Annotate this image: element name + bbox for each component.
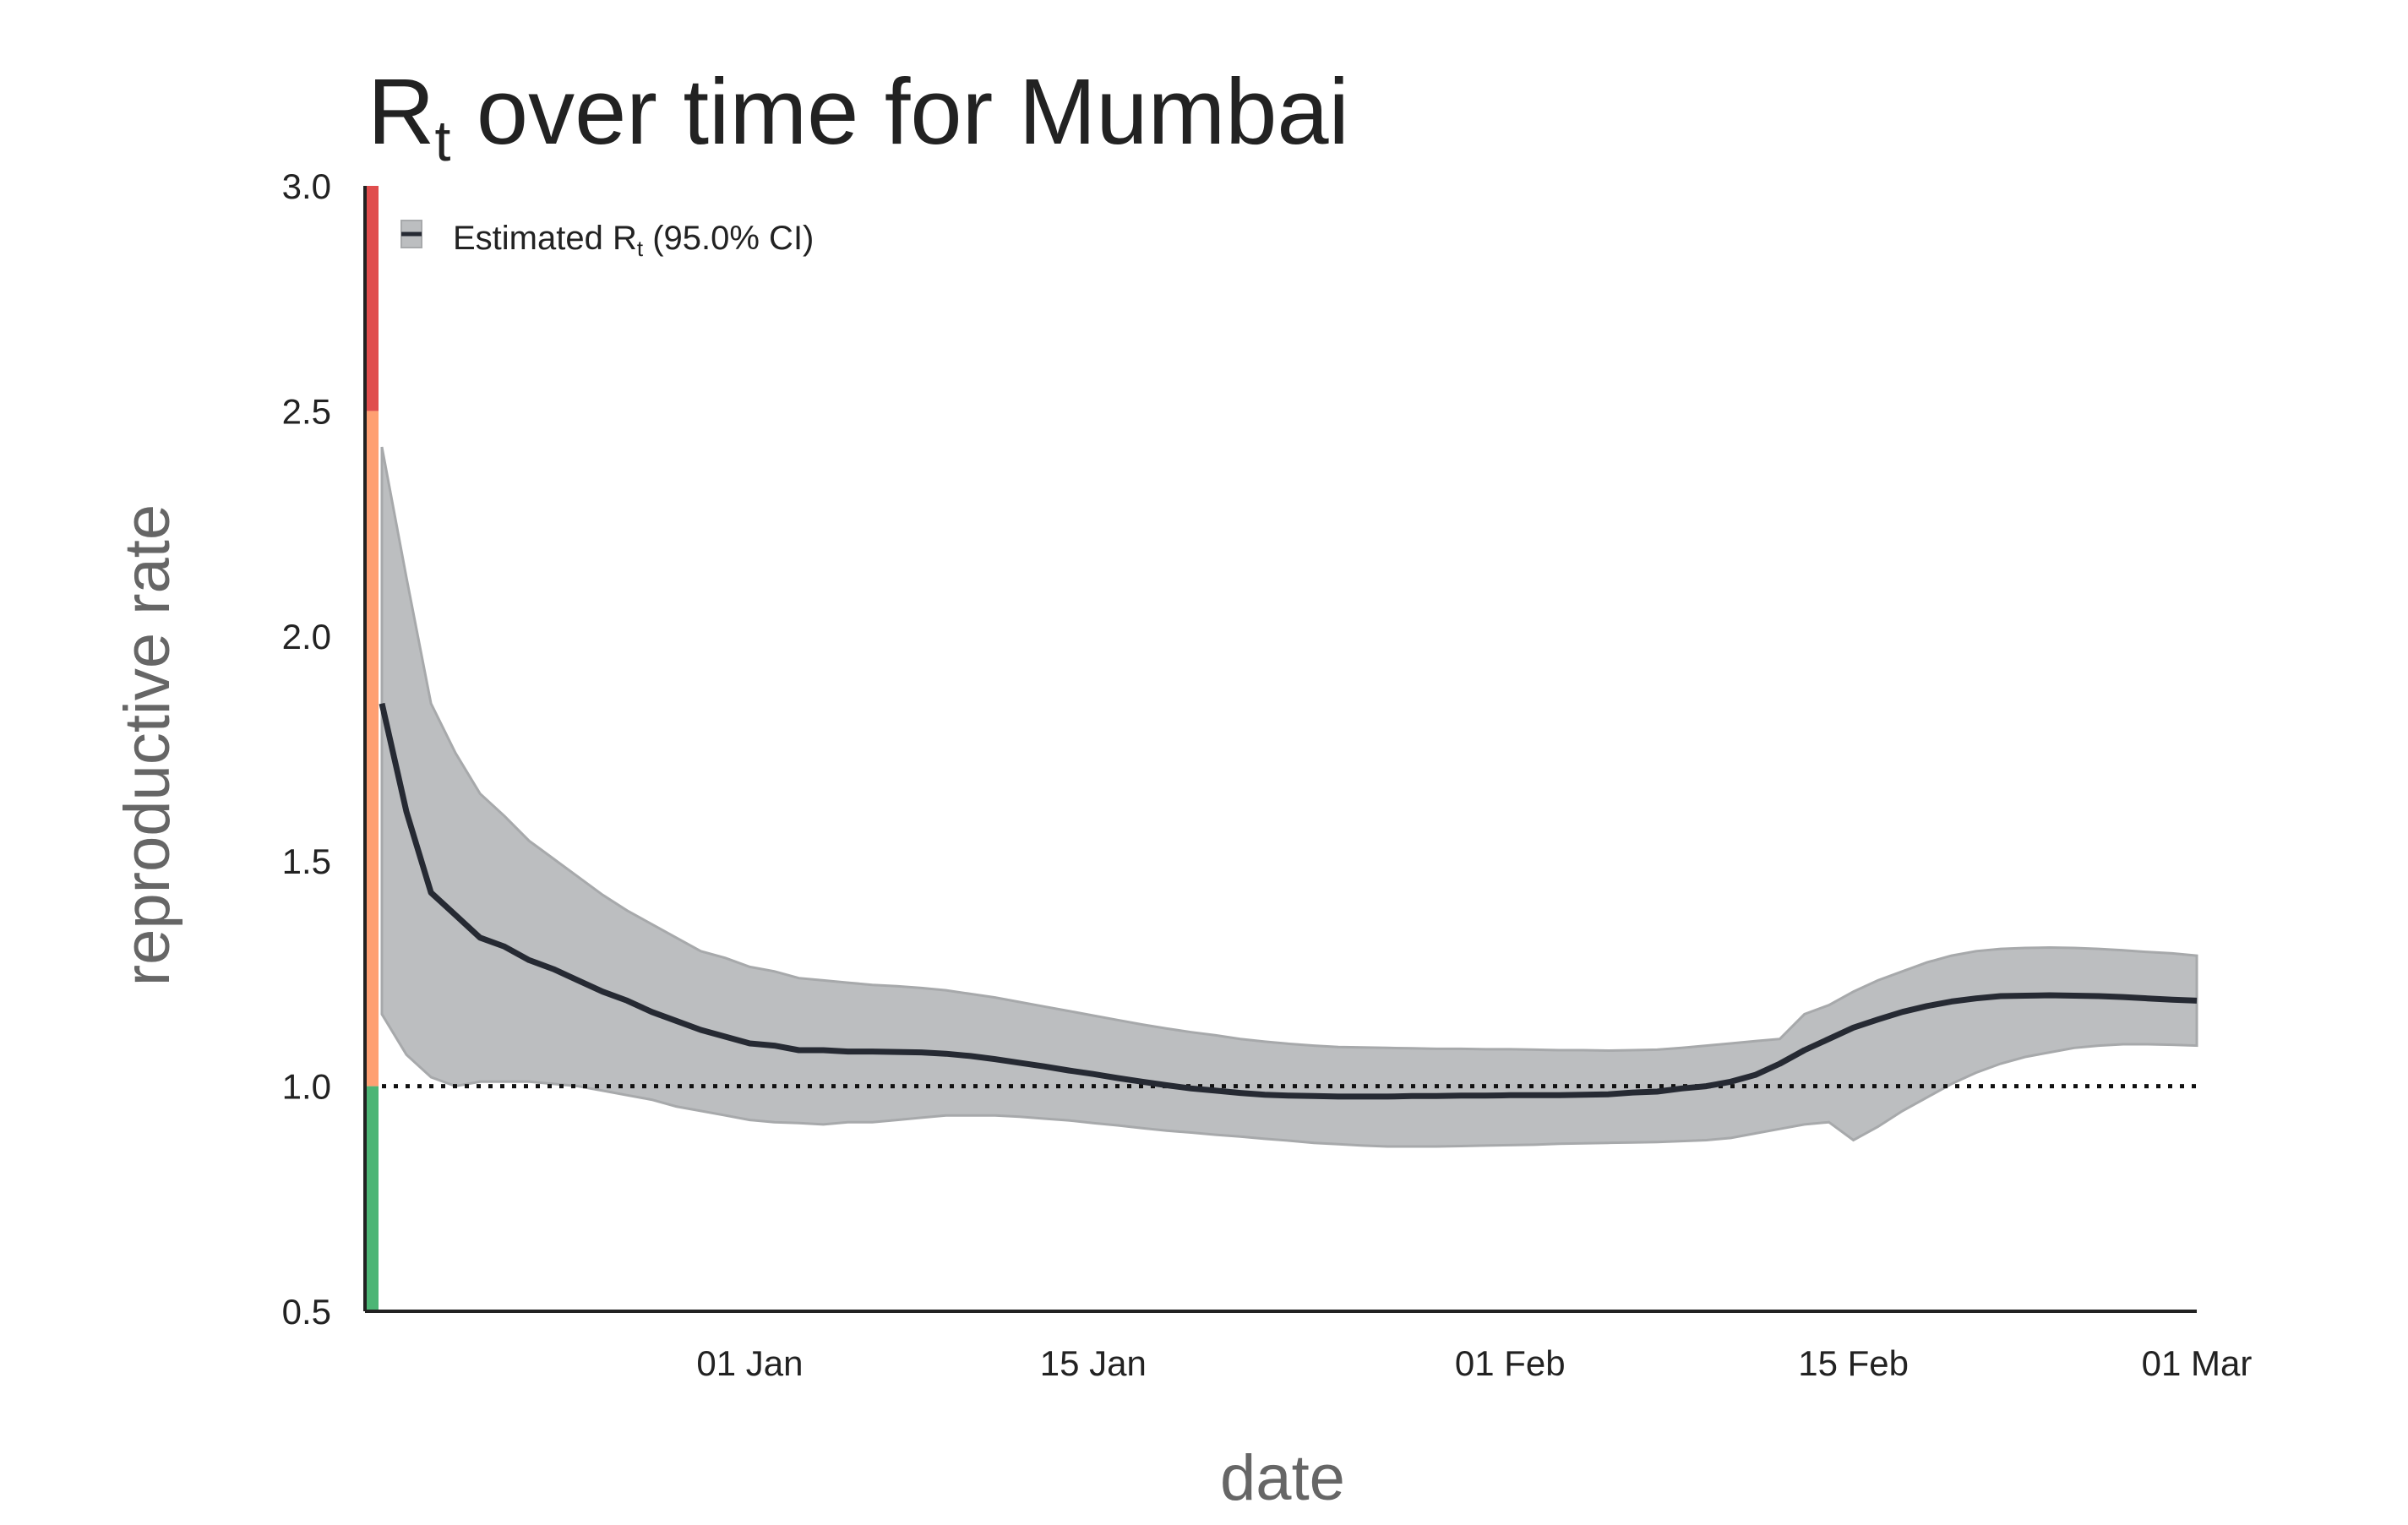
y-axis-label: reproductive rate bbox=[112, 504, 183, 986]
x-tick-label: 01 Feb bbox=[1455, 1343, 1566, 1383]
y-tick-label: 2.5 bbox=[282, 391, 331, 431]
ci-band bbox=[380, 446, 2198, 1148]
rt-line-layer bbox=[379, 702, 2198, 1100]
axes-layer bbox=[363, 186, 2197, 1313]
rt-line bbox=[379, 702, 2198, 1100]
confidence-interval-layer bbox=[380, 446, 2198, 1148]
y-tick-label: 1.5 bbox=[282, 841, 331, 881]
legend-label: Estimated Rt (95.0% CI) bbox=[453, 220, 814, 261]
x-tick-labels: 01 Jan 15 Jan 01 Feb 15 Feb 01 Mar bbox=[696, 1343, 2252, 1383]
chart-title-suffix: over time for Mumbai bbox=[450, 60, 1349, 164]
x-tick-label: 01 Jan bbox=[696, 1343, 803, 1383]
x-tick-label: 01 Mar bbox=[2142, 1343, 2253, 1383]
x-axis-label: date bbox=[1220, 1442, 1345, 1514]
risk-band-layer bbox=[365, 186, 379, 1311]
risk-band-1 bbox=[365, 411, 379, 1087]
y-tick-label: 3.0 bbox=[282, 166, 331, 206]
risk-band-2 bbox=[365, 186, 379, 411]
y-tick-label: 2.0 bbox=[282, 617, 331, 656]
legend: Estimated Rt (95.0% CI) bbox=[400, 220, 814, 261]
legend-label-suffix: (95.0% CI) bbox=[643, 220, 814, 257]
chart-title-subscript: t bbox=[434, 109, 450, 173]
legend-label-main: Estimated R bbox=[453, 220, 637, 257]
x-tick-label: 15 Jan bbox=[1040, 1343, 1147, 1383]
y-tick-label: 0.5 bbox=[282, 1292, 331, 1332]
chart-title-main: R bbox=[368, 60, 434, 164]
x-tick-label: 15 Feb bbox=[1798, 1343, 1909, 1383]
legend-label-subscript: t bbox=[637, 236, 644, 261]
y-tick-labels: 0.5 1.0 1.5 2.0 2.5 3.0 bbox=[282, 166, 331, 1332]
y-tick-label: 1.0 bbox=[282, 1067, 331, 1107]
chart-title: Rt over time for Mumbai bbox=[368, 60, 1349, 173]
risk-band-0 bbox=[365, 1086, 379, 1311]
